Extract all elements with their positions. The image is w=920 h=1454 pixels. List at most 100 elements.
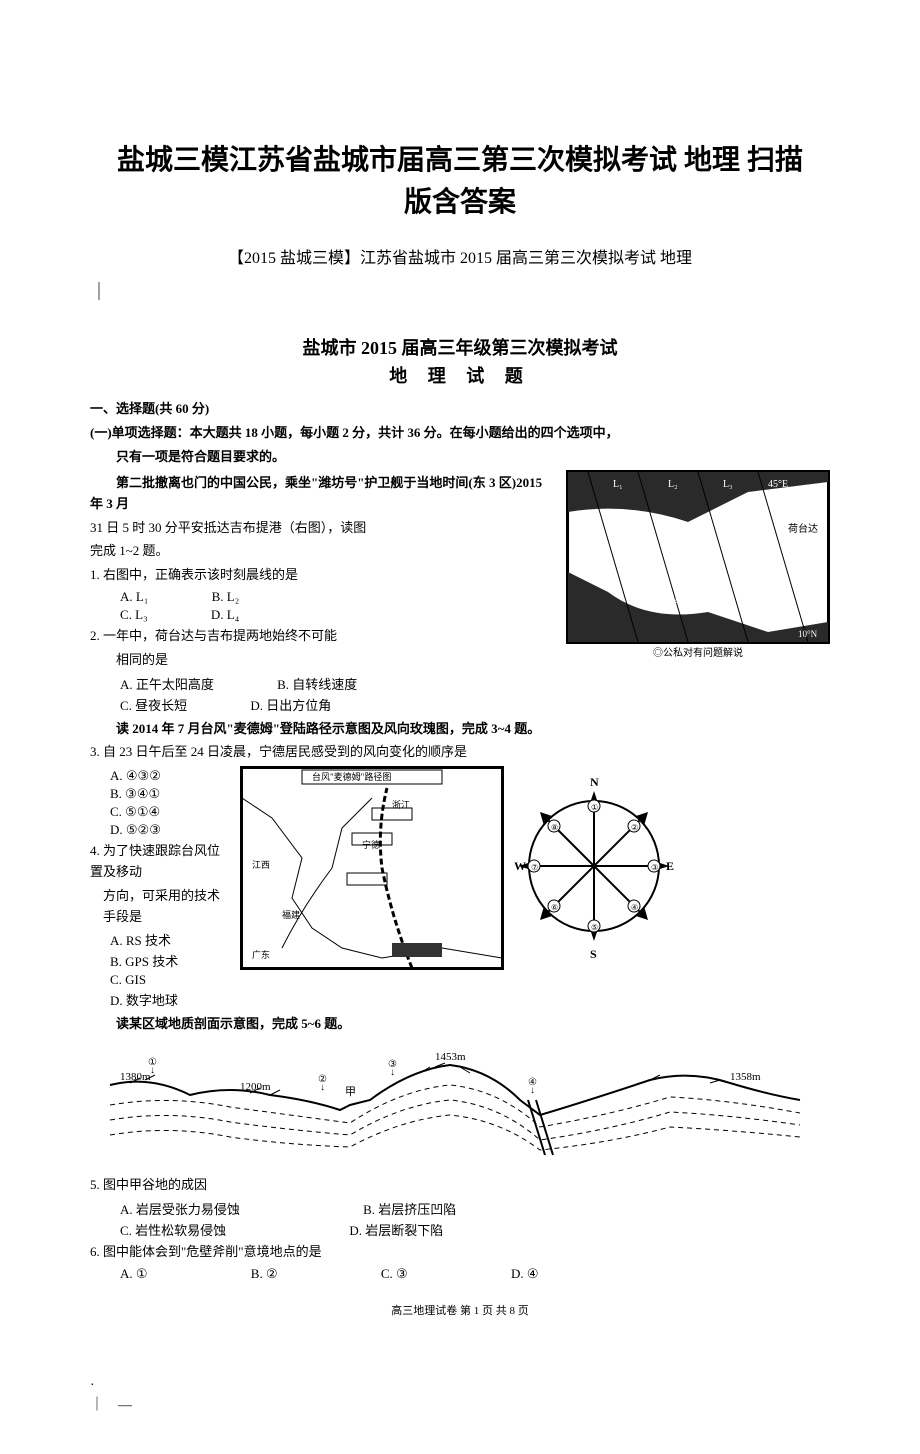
- q6-option-d: D. ④: [511, 1266, 539, 1282]
- page-footer: 高三地理试卷 第 1 页 共 8 页: [90, 1302, 830, 1318]
- q6-options: A. ① B. ② C. ③ D. ④: [120, 1266, 830, 1282]
- svg-text:1358m: 1358m: [730, 1071, 761, 1083]
- q5-option-b: B. 岩层挤压凹陷: [363, 1199, 456, 1218]
- q5-option-a: A. 岩层受张力易侵蚀: [120, 1199, 240, 1218]
- q1-options-row-1: A. L₁ B. L₂: [120, 589, 556, 605]
- context-3: 读某区域地质剖面示意图，完成 5~6 题。: [90, 1014, 830, 1035]
- q3-q4-block: A. ④③② B. ③④① C. ⑤①④ D. ⑤②③ 4. 为了快速跟踪台风位…: [90, 766, 830, 1011]
- q1-option-b: B. L₂: [212, 589, 240, 605]
- svg-text:吉布提: 吉布提: [668, 598, 698, 610]
- q2-options-row-1: A. 正午太阳高度 B. 自转线速度: [120, 674, 556, 693]
- q4-option-b: B. GPS 技术: [110, 951, 230, 970]
- context-2: 读 2014 年 7 月台风"麦德姆"登陆路径示意图及风向玫瑰图，完成 3~4 …: [90, 719, 830, 740]
- svg-text:10°N: 10°N: [798, 629, 818, 639]
- svg-text:1453m: 1453m: [435, 1051, 466, 1063]
- geology-cross-section: 1380m 1200m 甲 1453m 1358m ↓① ↓② ↓③ ↓④: [90, 1045, 830, 1165]
- map-1-svg: 45°E L₁ L₂ L₃ 荷台达 吉布提 10°N: [568, 472, 828, 642]
- svg-text:②: ②: [631, 823, 638, 832]
- svg-text:④: ④: [528, 1077, 537, 1088]
- q1-options-row-2: C. L₃ D. L₄: [120, 607, 556, 623]
- question-4: 4. 为了快速跟踪台风位置及移动: [90, 841, 230, 883]
- svg-text:②: ②: [318, 1074, 327, 1085]
- svg-text:甲: 甲: [345, 1086, 356, 1098]
- q5-options-row-2: C. 岩性松软易侵蚀 D. 岩层断裂下陷: [120, 1220, 830, 1239]
- q1-option-a: A. L₁: [120, 589, 148, 605]
- q1-q2-text: 第二批撤离也门的中国公民，乘坐"潍坊号"护卫舰于当地时间(东 3 区)2015 …: [90, 470, 556, 716]
- context-1-line-1: 第二批撤离也门的中国公民，乘坐"潍坊号"护卫舰于当地时间(东 3 区)2015 …: [90, 473, 556, 515]
- document-title: 盐城三模江苏省盐城市届高三第三次模拟考试 地理 扫描 版含答案: [90, 140, 830, 224]
- svg-text:⑧: ⑧: [551, 823, 558, 832]
- document-subtitle: 【2015 盐城三模】江苏省盐城市 2015 届高三第三次模拟考试 地理: [90, 244, 830, 268]
- q5-options-row-1: A. 岩层受张力易侵蚀 B. 岩层挤压凹陷: [120, 1199, 830, 1218]
- svg-text:S: S: [590, 947, 597, 961]
- q5-option-c: C. 岩性松软易侵蚀: [120, 1220, 226, 1239]
- cross-section-svg: 1380m 1200m 甲 1453m 1358m ↓① ↓② ↓③ ↓④: [90, 1045, 810, 1165]
- svg-text:广东: 广东: [252, 949, 270, 960]
- q1-option-d: D. L₄: [211, 607, 239, 623]
- svg-text:L₂: L₂: [668, 479, 678, 490]
- q3-option-d: D. ⑤②③: [110, 822, 230, 838]
- instruction-line-2: 只有一项是符合题目要求的。: [90, 447, 830, 467]
- section-1-heading: 一、选择题(共 60 分): [90, 398, 830, 417]
- question-4-sub: 方向，可采用的技术手段是: [103, 886, 230, 928]
- svg-text:N: N: [590, 775, 599, 789]
- exam-subject: 地 理 试 题: [90, 362, 830, 388]
- svg-text:L₁: L₁: [613, 479, 623, 490]
- q6-option-b: B. ②: [251, 1266, 278, 1282]
- svg-text:①: ①: [591, 803, 598, 812]
- svg-text:W: W: [514, 859, 526, 873]
- q4-option-c: C. GIS: [110, 972, 230, 988]
- typhoon-svg: 台风"麦德姆"路径图 浙江 宁德 江西 福建 广东: [242, 768, 502, 968]
- wind-rose-compass: N E S W ① ② ③ ④ ⑤ ⑥ ⑦ ⑧: [514, 766, 654, 906]
- map-1-yemen: 45°E L₁ L₂ L₃ 荷台达 吉布提 10°N: [566, 470, 830, 644]
- svg-text:③: ③: [388, 1059, 397, 1070]
- svg-text:④: ④: [631, 903, 638, 912]
- map-1-caption: ◎公私对有问题解说: [566, 644, 830, 659]
- question-5: 5. 图中甲谷地的成因: [90, 1175, 830, 1196]
- svg-text:E: E: [666, 859, 674, 873]
- q4-option-d: D. 数字地球: [110, 990, 230, 1009]
- context-1-line-2: 31 日 5 时 30 分平安抵达吉布提港（右图），读图: [90, 518, 556, 539]
- svg-text:①: ①: [148, 1057, 157, 1068]
- q6-option-c: C. ③: [381, 1266, 408, 1282]
- context-1-line-3: 完成 1~2 题。: [90, 541, 556, 562]
- svg-text:台风"麦德姆"路径图: 台风"麦德姆"路径图: [312, 771, 391, 782]
- q4-option-a: A. RS 技术: [110, 930, 230, 949]
- q3-q4-options: A. ④③② B. ③④① C. ⑤①④ D. ⑤②③ 4. 为了快速跟踪台风位…: [90, 766, 230, 1011]
- q6-option-a: A. ①: [120, 1266, 148, 1282]
- document-page: 盐城三模江苏省盐城市届高三第三次模拟考试 地理 扫描 版含答案 【2015 盐城…: [0, 0, 920, 1454]
- compass-svg: N E S W ① ② ③ ④ ⑤ ⑥ ⑦ ⑧: [514, 766, 674, 966]
- q3-option-a: A. ④③②: [110, 768, 230, 784]
- q1-q2-block: 第二批撤离也门的中国公民，乘坐"潍坊号"护卫舰于当地时间(东 3 区)2015 …: [90, 470, 830, 716]
- svg-text:荷台达: 荷台达: [788, 522, 818, 535]
- svg-text:L₃: L₃: [723, 479, 733, 490]
- title-line-2: 版含答案: [404, 187, 516, 218]
- question-3: 3. 自 23 日午后至 24 日凌晨，宁德居民感受到的风向变化的顺序是: [90, 742, 830, 763]
- q5-option-d: D. 岩层断裂下陷: [349, 1220, 443, 1239]
- question-1: 1. 右图中，正确表示该时刻晨线的是: [90, 565, 556, 586]
- typhoon-path-map: 台风"麦德姆"路径图 浙江 宁德 江西 福建 广东: [240, 766, 504, 970]
- q1-option-c: C. L₃: [120, 607, 148, 623]
- bottom-margin-marks: ·｜ —: [90, 1378, 830, 1414]
- question-6: 6. 图中能体会到"危壁斧削"意境地点的是: [90, 1242, 830, 1263]
- q2-option-a: A. 正午太阳高度: [120, 674, 214, 693]
- q2-options-row-2: C. 昼夜长短 D. 日出方位角: [120, 695, 556, 714]
- svg-text:③: ③: [651, 863, 658, 872]
- question-2-sub: 相同的是: [90, 650, 556, 671]
- typhoon-figures: 台风"麦德姆"路径图 浙江 宁德 江西 福建 广东: [240, 766, 830, 1011]
- margin-mark: ｜: [90, 278, 830, 304]
- title-line-1: 盐城三模江苏省盐城市届高三第三次模拟考试 地理 扫描: [117, 145, 803, 176]
- q2-option-c: C. 昼夜长短: [120, 695, 187, 714]
- instruction-line-1: (一)单项选择题：本大题共 18 小题，每小题 2 分，共计 36 分。在每小题…: [90, 423, 830, 443]
- svg-text:⑥: ⑥: [551, 903, 558, 912]
- map-1-container: 45°E L₁ L₂ L₃ 荷台达 吉布提 10°N ◎公私对有问题解说: [566, 470, 830, 716]
- svg-text:45°E: 45°E: [768, 479, 788, 490]
- svg-text:⑦: ⑦: [531, 863, 538, 872]
- q3-option-b: B. ③④①: [110, 786, 230, 802]
- svg-text:⑤: ⑤: [591, 923, 598, 932]
- q3-option-c: C. ⑤①④: [110, 804, 230, 820]
- svg-text:江西: 江西: [252, 860, 270, 870]
- svg-text:福建: 福建: [282, 909, 300, 920]
- question-2: 2. 一年中，荷台达与吉布提两地始终不可能: [90, 626, 556, 647]
- exam-header: 盐城市 2015 届高三年级第三次模拟考试: [90, 334, 830, 360]
